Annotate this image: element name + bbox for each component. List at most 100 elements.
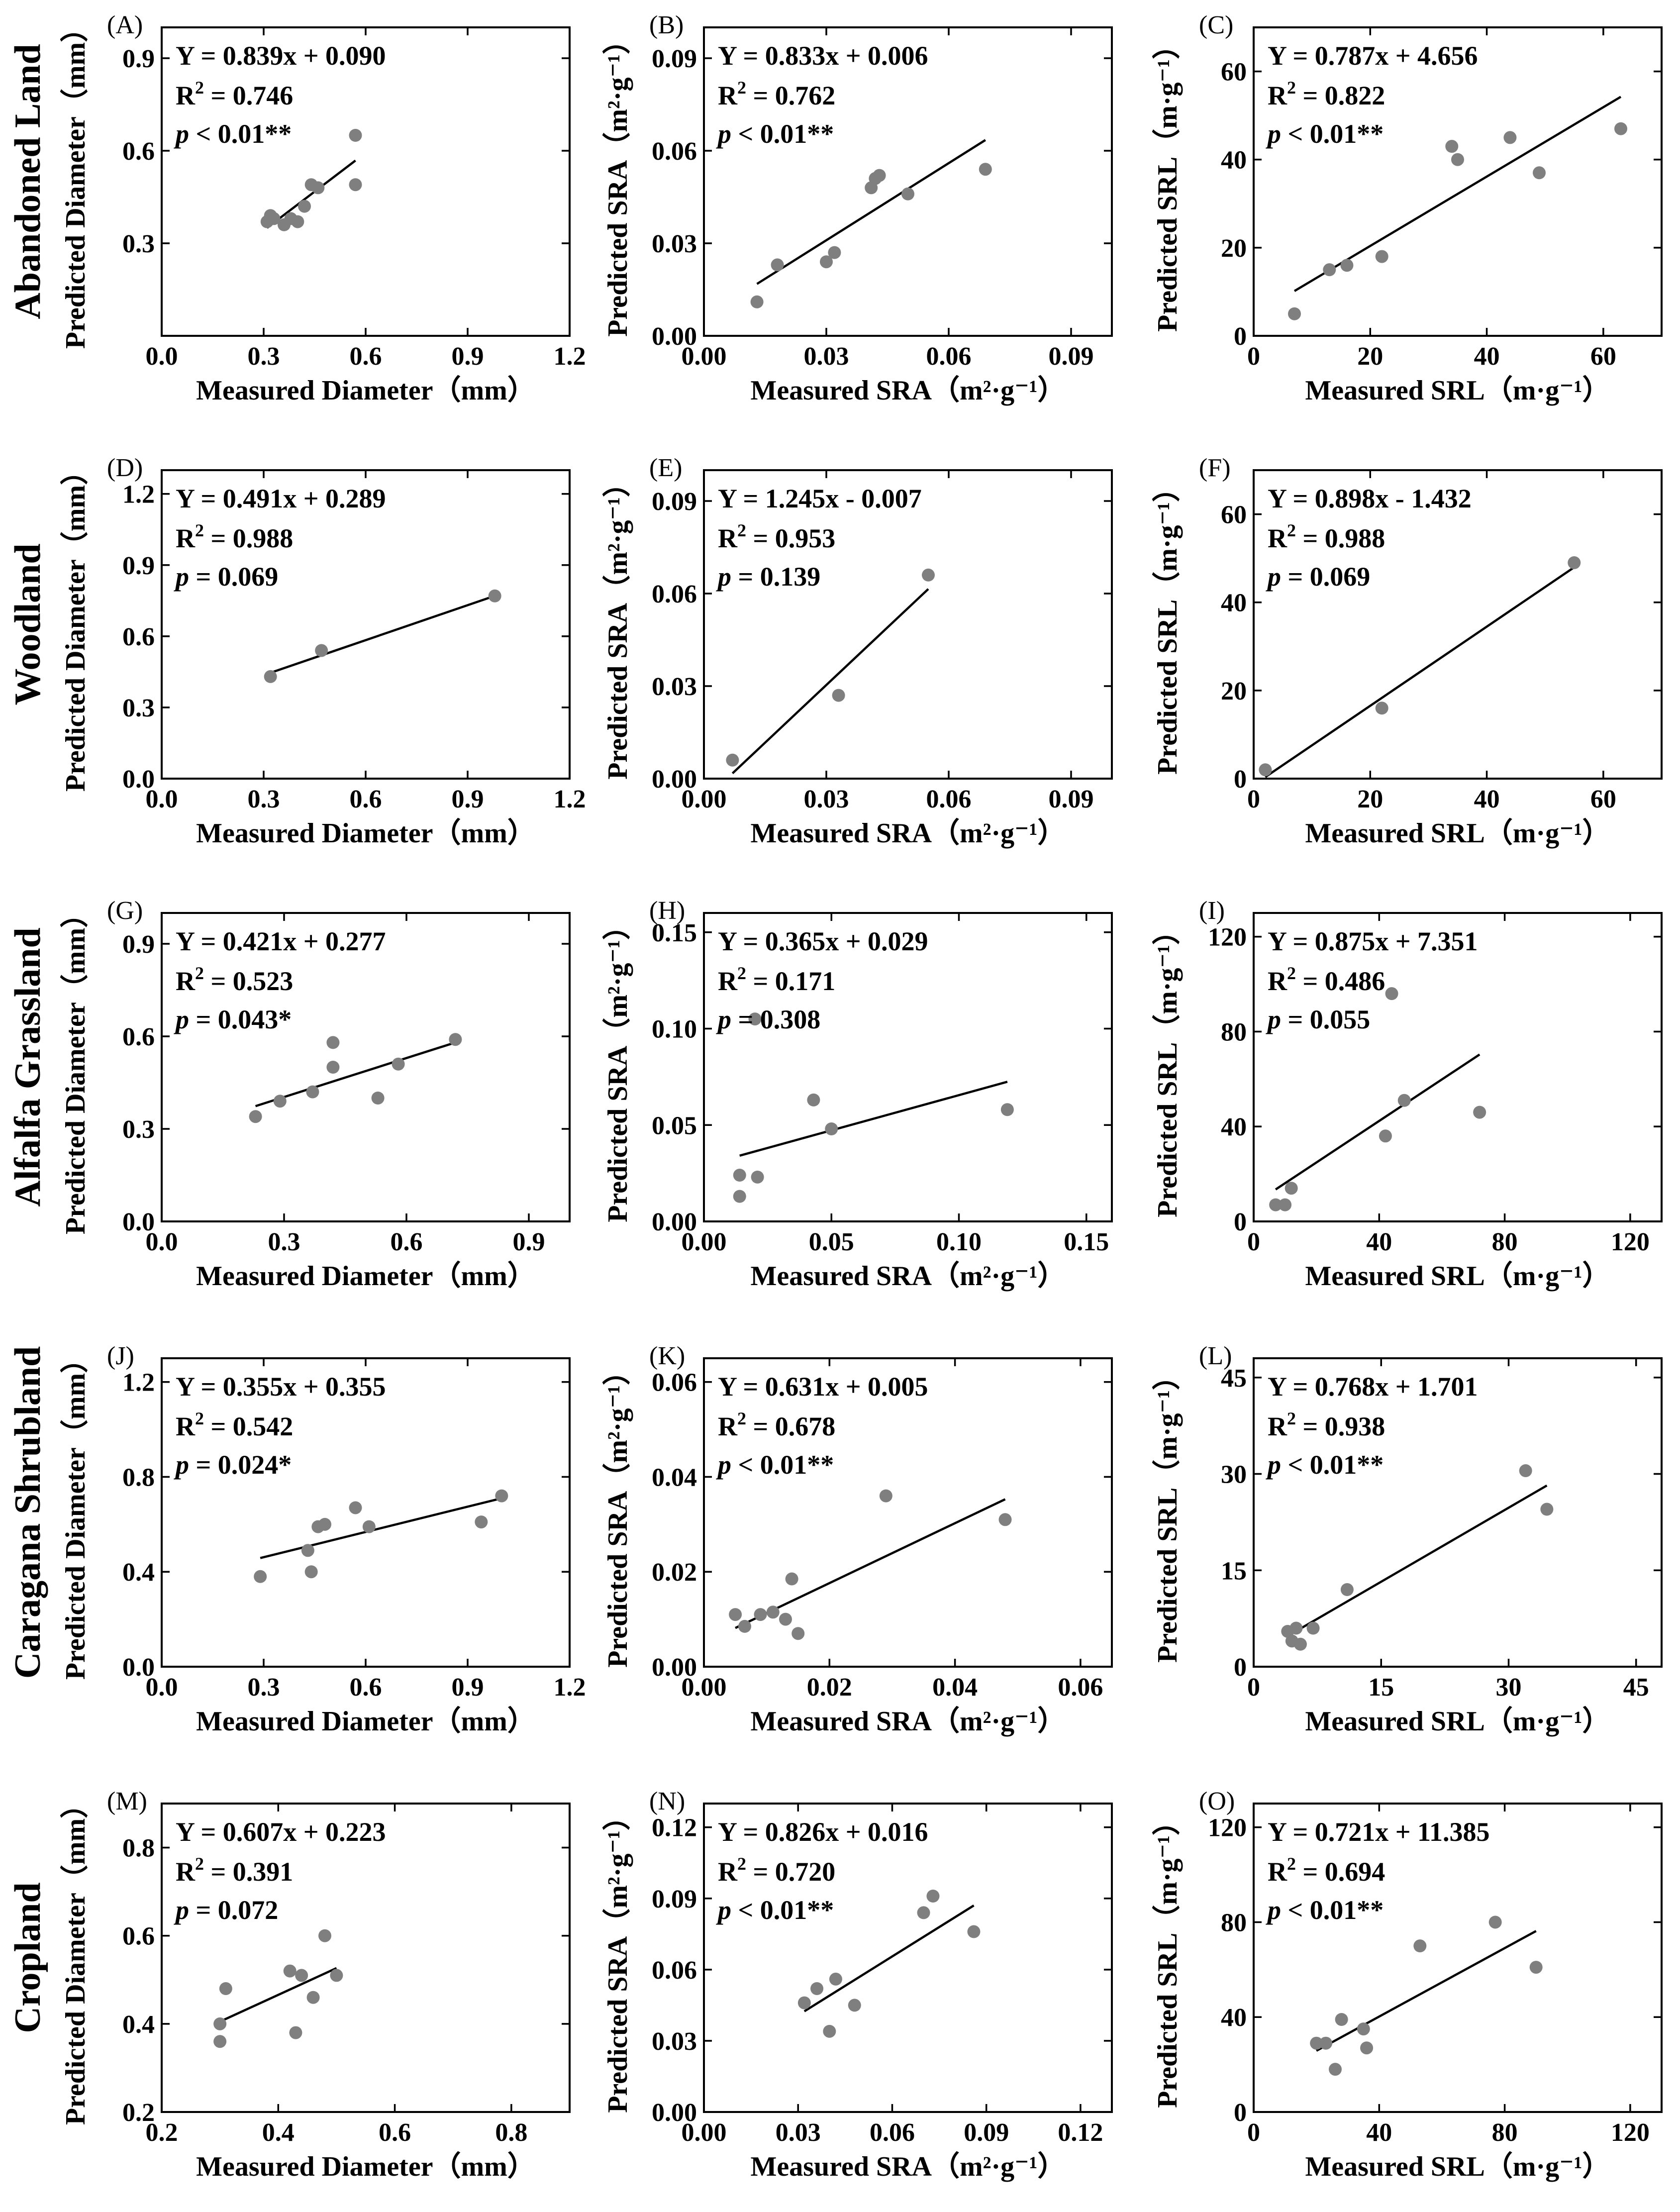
data-point <box>901 187 914 201</box>
y-tick-label: 80 <box>1221 1909 1247 1937</box>
y-axis-title: Predicted SRA（m²·g⁻¹） <box>602 1357 633 1668</box>
y-tick-label: 0.09 <box>652 488 697 516</box>
r-squared: R2 = 0.542 <box>176 1408 293 1441</box>
y-tick-label: 0.09 <box>652 1885 697 1913</box>
y-tick-label: 0.6 <box>122 1922 155 1951</box>
y-axis-title: Predicted Diameter（mm） <box>60 1791 91 2125</box>
x-axis-title: Measured SRL（m·g⁻¹） <box>1305 375 1610 406</box>
panel-label: (N) <box>649 1787 685 1815</box>
data-point <box>326 1061 340 1074</box>
y-tick-label: 60 <box>1221 501 1247 529</box>
y-tick-label: 0.9 <box>122 930 155 959</box>
r-squared-symbol: R <box>1268 523 1287 553</box>
r-squared-value: = 0.822 <box>1296 81 1385 110</box>
x-axis-title: Measured Diameter（mm） <box>196 375 535 406</box>
x-axis-title: Measured SRL（m·g⁻¹） <box>1305 1706 1610 1737</box>
r-squared-exponent: 2 <box>737 1408 746 1428</box>
data-point <box>873 169 886 182</box>
data-point <box>301 1544 314 1557</box>
data-point <box>1473 1106 1486 1119</box>
y-tick-label: 0.4 <box>122 1558 155 1587</box>
y-tick-label: 45 <box>1221 1364 1247 1393</box>
row-title: Alfalfa Grassland <box>7 927 48 1207</box>
r-squared: R2 = 0.171 <box>718 963 835 996</box>
fit-line <box>739 1081 1008 1157</box>
regression-equation: Y = 0.491x + 0.289 <box>176 484 386 513</box>
x-tick-label: 0.6 <box>391 1228 423 1256</box>
data-point <box>726 753 739 767</box>
x-axis-title: Measured SRA（m²·g⁻¹） <box>751 1260 1066 1292</box>
p-value: p = 0.308 <box>716 1005 820 1034</box>
data-point <box>371 1092 385 1105</box>
y-tick-label: 40 <box>1221 1113 1247 1141</box>
y-tick-label: 0.00 <box>652 1653 697 1682</box>
data-point <box>1289 1621 1303 1635</box>
regression-equation: Y = 0.421x + 0.277 <box>176 926 386 956</box>
regression-equation: Y = 0.839x + 0.090 <box>176 41 386 71</box>
fit-line <box>270 595 495 674</box>
x-tick-label: 0.00 <box>682 1228 727 1256</box>
y-tick-label: 0.4 <box>122 2011 155 2039</box>
panel-label: (O) <box>1199 1787 1235 1815</box>
data-point <box>349 1501 362 1514</box>
p-symbol: p <box>716 1005 731 1034</box>
data-point <box>832 689 845 702</box>
data-point <box>771 258 784 272</box>
r-squared-symbol: R <box>718 81 738 110</box>
data-point <box>315 644 328 657</box>
data-point <box>807 1093 820 1106</box>
data-point <box>917 1906 930 1919</box>
p-value: p < 0.01** <box>1266 1895 1384 1925</box>
data-point <box>1000 1103 1014 1116</box>
data-point <box>349 129 362 142</box>
y-tick-label: 0.3 <box>122 1115 155 1144</box>
p-value-text: = 0.043* <box>189 1005 292 1034</box>
p-value-text: = 0.069 <box>189 562 278 592</box>
data-point <box>998 1513 1012 1526</box>
p-symbol: p <box>174 1895 189 1925</box>
plot-frame <box>703 469 1113 780</box>
data-point <box>1310 2036 1323 2050</box>
data-point <box>1488 1915 1502 1929</box>
data-point <box>820 255 833 269</box>
p-value-text: = 0.308 <box>731 1005 820 1034</box>
regression-equation: Y = 0.631x + 0.005 <box>718 1372 928 1402</box>
x-tick-label: 0.0 <box>146 1673 178 1702</box>
r-squared-exponent: 2 <box>1287 520 1296 540</box>
plot-frame <box>703 1803 1113 2113</box>
y-tick-label: 0.12 <box>652 1814 697 1842</box>
p-value: p < 0.01** <box>1266 1450 1384 1480</box>
data-point <box>1340 1583 1354 1596</box>
data-point <box>1319 2036 1333 2050</box>
data-point <box>295 1969 308 1982</box>
p-symbol: p <box>716 562 731 592</box>
x-tick-label: 0.3 <box>248 342 280 371</box>
y-tick-label: 40 <box>1221 146 1247 175</box>
x-tick-label: 80 <box>1492 2118 1518 2147</box>
r-squared-symbol: R <box>176 81 196 110</box>
r-squared-value: = 0.988 <box>204 523 293 553</box>
r-squared-value: = 0.391 <box>204 1857 293 1887</box>
x-tick-label: 0.04 <box>932 1673 978 1702</box>
data-point <box>1540 1503 1554 1516</box>
y-tick-label: 0.2 <box>122 2099 155 2127</box>
plot-frame <box>161 1803 571 2113</box>
p-value: p < 0.01** <box>174 119 292 149</box>
x-tick-label: 0.00 <box>682 785 727 813</box>
y-tick-label: 80 <box>1221 1018 1247 1046</box>
data-point <box>311 181 325 195</box>
data-point <box>1285 1182 1298 1195</box>
y-tick-label: 120 <box>1208 923 1247 952</box>
p-value: p < 0.01** <box>716 1450 834 1480</box>
y-axis-title: Predicted SRA（m²·g⁻¹） <box>602 26 633 337</box>
data-point <box>779 1612 792 1626</box>
regression-equation: Y = 0.898x - 1.432 <box>1268 484 1472 513</box>
y-tick-label: 0.00 <box>652 2099 697 2127</box>
panel-n: 0.00 0.03 0.06 0.09 0.12 0.00 0.03 0.06 0.09 0.12… <box>602 1787 1113 2182</box>
panel-e: 0.00 0.03 0.06 0.09 0.00 0.03 0.06 0.09 Measured… <box>602 454 1113 849</box>
x-tick-label: 0.3 <box>268 1228 300 1256</box>
data-point <box>1288 307 1301 320</box>
panel-label: (E) <box>649 454 682 482</box>
data-point <box>1293 1637 1307 1651</box>
